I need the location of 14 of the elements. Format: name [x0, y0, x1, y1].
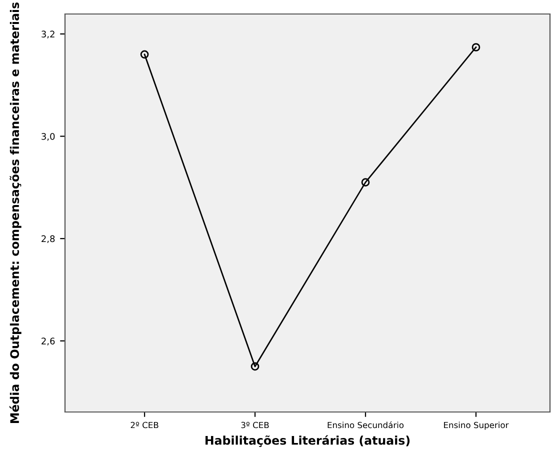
y-tick-label: 3,2 — [42, 30, 54, 38]
y-tick-label: 2,6 — [42, 338, 55, 346]
x-tick-label: 3º CEB — [241, 422, 269, 428]
x-tick-label: Ensino Superior — [444, 422, 509, 430]
y-tick-label: 2,8 — [42, 235, 55, 244]
y-axis-title: Média do Outplacement: compensações financeiras e materiais — [9, 2, 22, 423]
point — [140, 50, 149, 59]
x-tick-label: Ensino Secundário — [328, 421, 404, 428]
point — [250, 362, 260, 371]
point — [361, 178, 370, 186]
point — [472, 43, 480, 52]
y-tick-label: 3,0 — [42, 132, 55, 141]
x-axis-title: Habilitações Literárias (atuais) — [206, 435, 410, 447]
x-tick-label: 2º CEB — [130, 422, 158, 428]
